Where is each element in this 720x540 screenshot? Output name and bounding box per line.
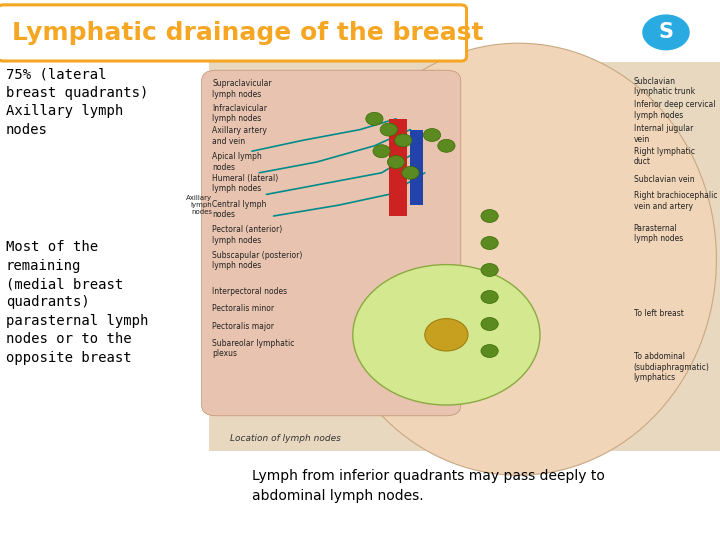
Circle shape	[425, 319, 468, 351]
Text: Internal jugular
vein: Internal jugular vein	[634, 124, 693, 144]
Text: Pectoralis major: Pectoralis major	[212, 322, 274, 330]
Text: Interpectoral nodes: Interpectoral nodes	[212, 287, 287, 296]
Text: Axillary
lymph
nodes: Axillary lymph nodes	[186, 195, 212, 215]
Text: Subclavian
lymphatic trunk: Subclavian lymphatic trunk	[634, 77, 695, 96]
Circle shape	[481, 318, 498, 330]
Circle shape	[380, 123, 397, 136]
FancyBboxPatch shape	[202, 70, 461, 416]
Text: Axillary artery
and vein: Axillary artery and vein	[212, 126, 267, 146]
Ellipse shape	[320, 43, 716, 475]
Text: Pectoralis minor: Pectoralis minor	[212, 305, 274, 313]
Circle shape	[353, 265, 540, 405]
Text: Central lymph
nodes: Central lymph nodes	[212, 200, 267, 219]
Text: Humeral (lateral)
lymph nodes: Humeral (lateral) lymph nodes	[212, 174, 279, 193]
Circle shape	[387, 156, 405, 168]
Text: 75% (lateral
breast quadrants)
Axillary lymph
nodes: 75% (lateral breast quadrants) Axillary …	[6, 68, 148, 137]
Bar	[209, 62, 720, 451]
Bar	[410, 130, 423, 205]
Text: Inferior deep cervical
lymph nodes: Inferior deep cervical lymph nodes	[634, 100, 715, 120]
Circle shape	[402, 166, 419, 179]
Circle shape	[366, 112, 383, 125]
Circle shape	[481, 237, 498, 249]
Text: Right lymphatic
duct: Right lymphatic duct	[634, 147, 695, 166]
Circle shape	[395, 134, 412, 147]
Circle shape	[481, 264, 498, 276]
Circle shape	[481, 210, 498, 222]
Text: Pectoral (anterior)
lymph nodes: Pectoral (anterior) lymph nodes	[212, 225, 283, 245]
Text: Location of lymph nodes: Location of lymph nodes	[230, 434, 341, 443]
Circle shape	[643, 15, 689, 50]
Circle shape	[438, 139, 455, 152]
Circle shape	[373, 145, 390, 158]
Text: Infraclavicular
lymph nodes: Infraclavicular lymph nodes	[212, 104, 267, 123]
Bar	[389, 119, 407, 216]
Text: To left breast: To left breast	[634, 309, 683, 318]
Text: Subclavian vein: Subclavian vein	[634, 175, 694, 184]
Text: Right brachiocephalic
vein and artery: Right brachiocephalic vein and artery	[634, 191, 717, 211]
Circle shape	[481, 345, 498, 357]
Text: Subareolar lymphatic
plexus: Subareolar lymphatic plexus	[212, 339, 294, 358]
Text: To abdominal
(subdiaphragmatic)
lymphatics: To abdominal (subdiaphragmatic) lymphati…	[634, 352, 709, 382]
Text: Parasternal
lymph nodes: Parasternal lymph nodes	[634, 224, 683, 243]
Text: Lymph from inferior quadrants may pass deeply to
abdominal lymph nodes.: Lymph from inferior quadrants may pass d…	[252, 469, 605, 503]
Text: Subscapular (posterior)
lymph nodes: Subscapular (posterior) lymph nodes	[212, 251, 303, 270]
Text: Apical lymph
nodes: Apical lymph nodes	[212, 152, 262, 172]
Text: Supraclavicular
lymph nodes: Supraclavicular lymph nodes	[212, 79, 272, 99]
Text: Lymphatic drainage of the breast: Lymphatic drainage of the breast	[12, 21, 484, 45]
FancyBboxPatch shape	[0, 5, 467, 61]
Text: Most of the
remaining
(medial breast
quadrants)
parasternal lymph
nodes or to th: Most of the remaining (medial breast qua…	[6, 240, 148, 364]
Circle shape	[423, 129, 441, 141]
Text: S: S	[659, 22, 673, 43]
Circle shape	[481, 291, 498, 303]
